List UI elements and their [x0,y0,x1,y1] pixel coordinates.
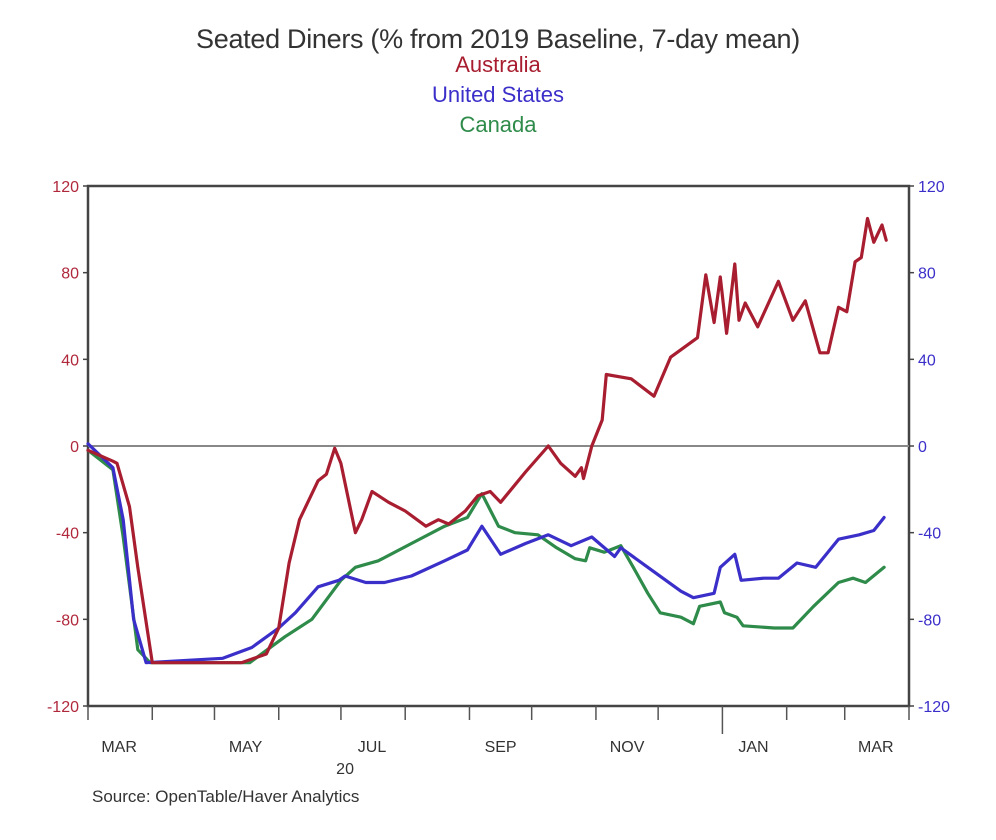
x-tick-label: JUL [358,739,387,756]
legend-united-states: United States [431,82,565,107]
x-tick-label: NOV [610,739,645,756]
y-tick-label-left: 0 [70,439,79,456]
y-tick-label-right: 120 [918,179,945,196]
series-line-united-states [86,442,886,665]
y-tick-label-right: -120 [918,699,950,716]
y-tick-label-right: 0 [918,439,927,456]
y-tick-label-left: -120 [47,699,79,716]
y-tick-label-left: -80 [56,612,79,629]
y-tick-label-right: 80 [918,266,936,283]
y-tick-label-left: -40 [56,526,79,543]
y-tick-label-left: 40 [61,352,79,369]
series-line-canada [86,448,886,665]
y-tick-label-right: 40 [918,352,936,369]
x-tick-label: MAY [229,739,263,756]
x-tick-label: SEP [485,739,517,756]
y-tick-label-right: -40 [918,526,941,543]
x-year-label: 20 [336,761,354,778]
chart-title: Seated Diners (% from 2019 Baseline, 7-d… [196,24,800,54]
y-tick-label-right: -80 [918,612,941,629]
y-tick-label-left: 80 [61,266,79,283]
x-tick-label: JAN [738,739,768,756]
x-tick-label: MAR [101,739,137,756]
x-tick-label: MAR [858,739,894,756]
series-line-australia [86,216,888,665]
source-note: Source: OpenTable/Haver Analytics [92,787,360,806]
y-tick-label-left: 120 [52,179,79,196]
legend-canada: Canada [459,112,537,137]
legend-australia: Australia [455,52,541,77]
